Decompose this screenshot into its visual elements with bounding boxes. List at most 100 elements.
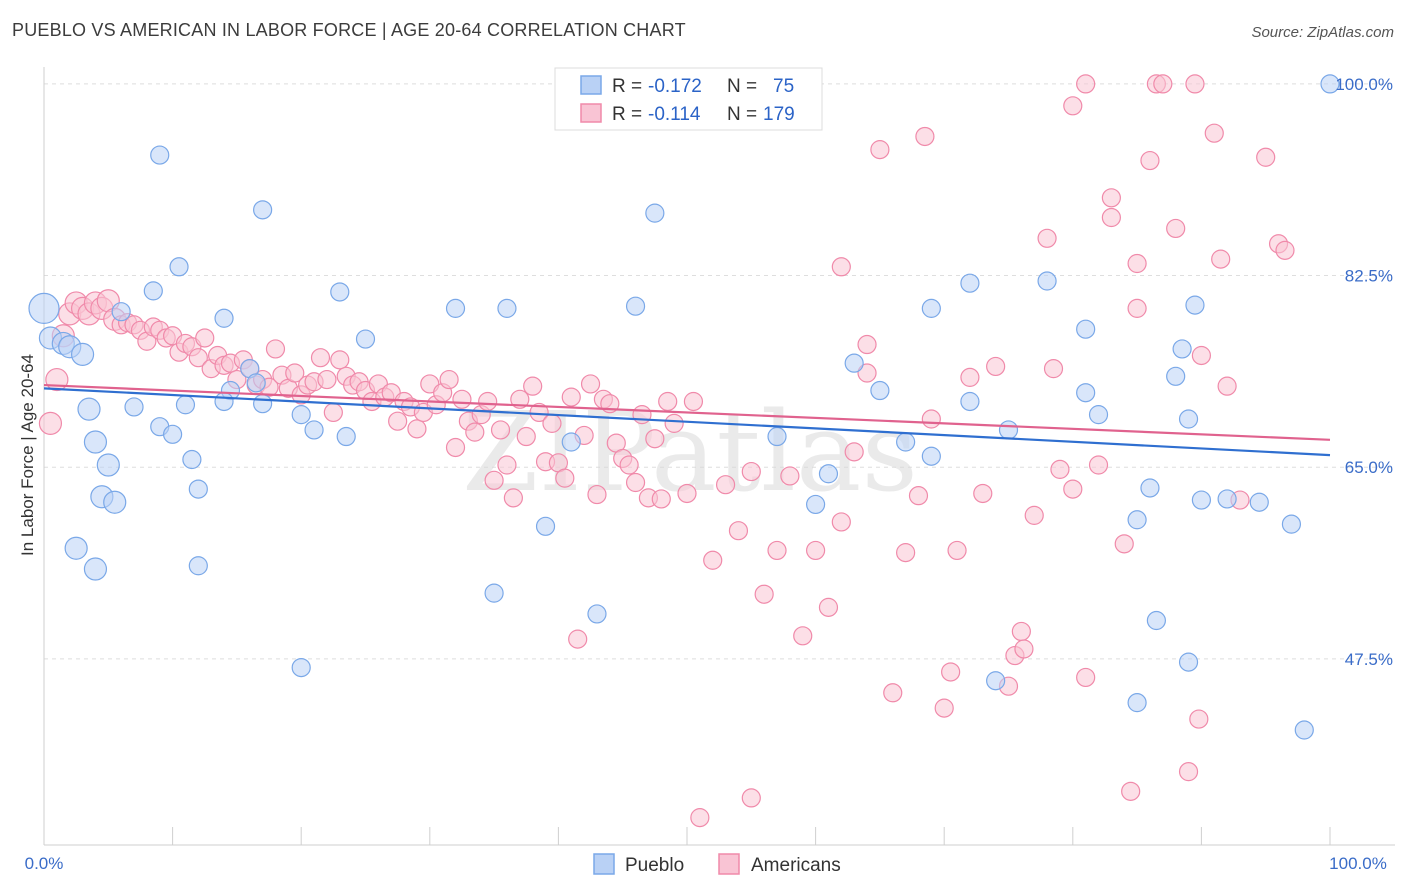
pueblo-point <box>767 426 787 447</box>
pueblo-point <box>124 397 144 417</box>
americans-point <box>1014 639 1034 659</box>
pueblo-point <box>1191 490 1212 510</box>
americans-point <box>188 348 208 368</box>
pueblo-point <box>1185 295 1205 315</box>
americans-point <box>857 363 877 383</box>
americans-point <box>1114 534 1134 554</box>
americans-point <box>818 597 839 617</box>
pueblo-point <box>896 432 916 452</box>
americans-point <box>658 391 678 412</box>
americans-point <box>1076 667 1096 688</box>
pueblo-point <box>111 302 131 322</box>
series-legend: Pueblo Americans <box>593 853 841 876</box>
trend-lines <box>43 383 1331 457</box>
americans-point <box>986 356 1006 377</box>
stats-r-value-pueblo: -0.172 <box>648 76 702 97</box>
americans-point <box>896 543 916 563</box>
americans-point <box>715 475 736 495</box>
legend-label-pueblo: Pueblo <box>625 855 684 876</box>
americans-point <box>793 626 813 646</box>
americans-point <box>645 429 665 449</box>
pueblo-point <box>921 298 941 318</box>
pueblo-point <box>1037 271 1057 291</box>
stats-r-label-pueblo: R = <box>612 76 642 97</box>
pueblo-point <box>83 430 108 454</box>
pueblo-point <box>64 536 88 560</box>
americans-point <box>1024 505 1044 525</box>
stats-n-value-americans: 179 <box>763 104 795 125</box>
americans-point <box>883 683 903 703</box>
pueblo-point <box>253 200 273 220</box>
americans-point <box>542 413 562 433</box>
americans-point <box>1101 207 1121 228</box>
americans-point <box>490 420 511 440</box>
y-tick-label: 82.5% <box>1345 267 1393 286</box>
americans-point <box>934 698 954 718</box>
americans-point <box>1211 249 1231 269</box>
pueblo-point <box>28 292 60 324</box>
pueblo-point <box>253 394 273 414</box>
americans-point <box>683 391 704 412</box>
pueblo-point <box>1140 478 1160 498</box>
americans-point <box>1121 781 1141 801</box>
stats-swatch-pueblo <box>580 75 602 95</box>
stats-r-value-americans: -0.114 <box>648 104 701 125</box>
pueblo-point <box>1178 409 1199 429</box>
pueblo-point <box>497 298 517 318</box>
americans-point <box>844 442 864 462</box>
chart-source: Source: ZipAtlas.com <box>1251 24 1394 41</box>
americans-point <box>1140 150 1160 171</box>
pueblo-point <box>188 556 208 576</box>
americans-point <box>960 367 980 387</box>
americans-point <box>1191 345 1212 366</box>
americans-point <box>1166 218 1186 239</box>
stats-legend: R = -0.172 N = 75 R = -0.114 N = 179 <box>554 67 823 131</box>
data-points <box>28 74 1340 828</box>
americans-point <box>1050 459 1070 479</box>
pueblo-point <box>645 203 665 223</box>
pueblo-point <box>336 426 356 447</box>
pueblo-point <box>291 405 311 425</box>
axes <box>43 67 1395 846</box>
americans-point <box>38 411 63 435</box>
pueblo-point <box>355 329 376 349</box>
americans-point <box>323 402 343 423</box>
pueblo-point <box>1249 492 1269 512</box>
stats-n-label-pueblo: N = <box>727 76 757 97</box>
americans-point <box>388 411 408 431</box>
y-tick-label: 47.5% <box>1345 650 1393 669</box>
pueblo-point <box>535 516 556 536</box>
pueblo-point <box>214 308 234 328</box>
americans-point <box>445 437 466 458</box>
pueblo-point <box>998 420 1019 440</box>
pueblo-point <box>1178 652 1199 672</box>
americans-point <box>317 369 337 390</box>
pueblo-point <box>70 342 95 366</box>
americans-point <box>741 788 761 808</box>
stats-swatch-americans <box>580 103 602 123</box>
pueblo-point <box>83 557 108 581</box>
pueblo-point <box>175 395 196 415</box>
pueblo-point <box>1127 693 1147 713</box>
americans-point <box>1256 147 1276 167</box>
pueblo-point <box>163 424 183 444</box>
americans-point <box>484 470 504 490</box>
americans-point <box>516 426 536 447</box>
x-tick-label-min: 0.0% <box>25 854 64 873</box>
americans-point <box>908 486 929 506</box>
americans-point <box>632 405 652 425</box>
tick-labels: 100.0% 82.5% 65.0% 47.5% 0.0% 100.0% <box>25 75 1393 873</box>
americans-point <box>465 422 485 442</box>
americans-point <box>529 402 549 423</box>
legend-label-americans: Americans <box>751 855 841 876</box>
pueblo-point <box>1166 366 1186 386</box>
americans-point <box>947 540 967 561</box>
americans-point <box>510 389 530 409</box>
americans-point <box>1076 74 1096 94</box>
americans-point <box>1185 74 1205 94</box>
americans-point <box>651 489 671 509</box>
americans-point <box>1127 253 1147 274</box>
americans-point <box>780 466 800 486</box>
americans-point <box>677 483 697 504</box>
americans-point <box>754 584 774 604</box>
